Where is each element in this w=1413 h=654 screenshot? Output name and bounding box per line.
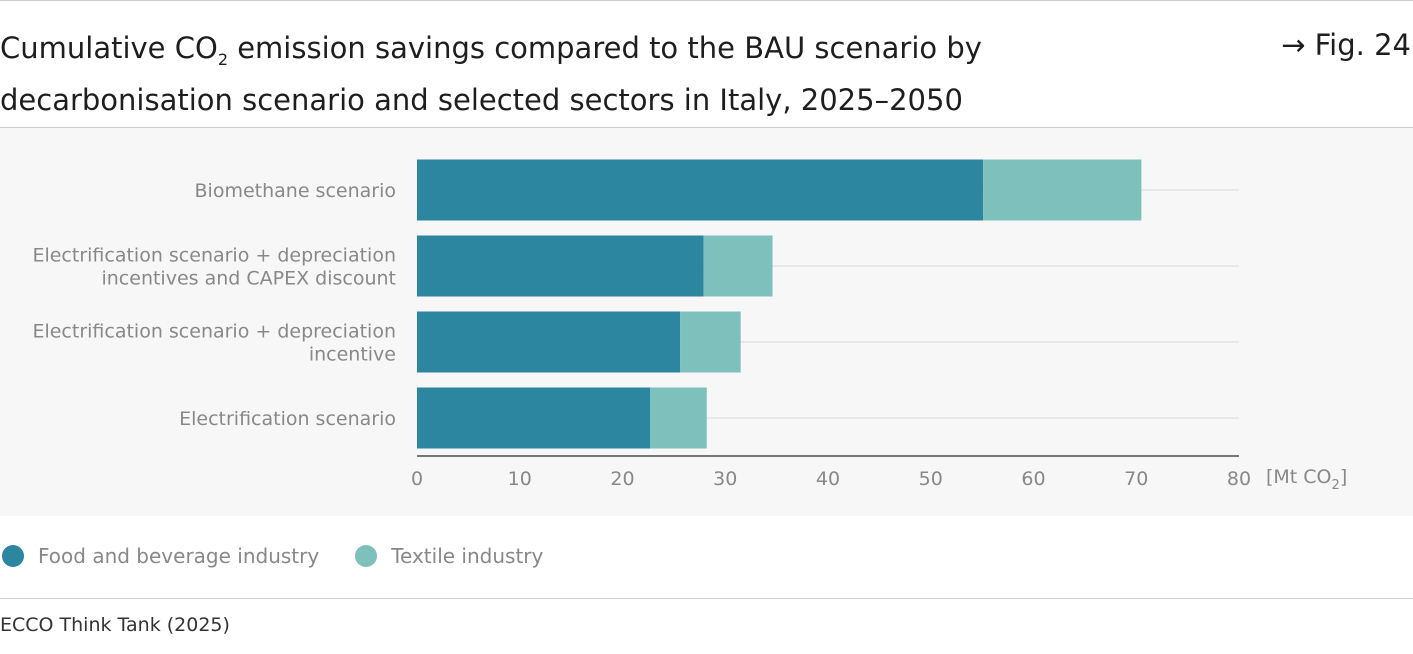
bar-food-1 [417, 235, 704, 297]
title-rule [0, 127, 1413, 128]
source-note: ECCO Think Tank (2025) [0, 614, 230, 636]
legend-item: Textile industry [355, 544, 543, 568]
bar-textile-3 [650, 387, 707, 449]
category-label-line: incentives and CAPEX discount [101, 268, 396, 290]
x-tick-label: 20 [610, 468, 634, 490]
source-rule [0, 598, 1413, 599]
bar-food-0 [417, 159, 984, 221]
x-unit-sub: 2 [1332, 478, 1340, 493]
figure-reference: → Fig. 24 [1281, 28, 1411, 62]
category-label-line: Biomethane scenario [195, 180, 396, 202]
bar-textile-2 [680, 311, 741, 373]
category-label: Electrification scenario [179, 408, 396, 430]
x-unit-post: ] [1340, 466, 1347, 488]
legend-swatch [2, 545, 24, 567]
bar-food-2 [417, 311, 681, 373]
bar-textile-0 [983, 159, 1142, 221]
legend-swatch [355, 545, 378, 567]
x-tick-label: 30 [713, 468, 737, 490]
bar-chart: Biomethane scenario Electrification scena… [32, 159, 1347, 493]
x-tick-label: 10 [508, 468, 532, 490]
legend-label: Food and beverage industry [38, 544, 320, 568]
category-label-line: Electrification scenario + depreciation [32, 321, 396, 343]
category-label-line: Electrification scenario [179, 408, 396, 430]
category-label: Electrification scenario + depreciation i… [32, 321, 396, 366]
x-tick-label: 40 [816, 468, 840, 490]
chart-title: Cumulative CO2 emission savings compared… [0, 31, 982, 117]
category-label-line: incentive [309, 344, 396, 366]
category-label: Electrification scenario + depreciation i… [32, 245, 396, 290]
legend-item: Food and beverage industry [2, 544, 319, 568]
bar-food-3 [417, 387, 651, 449]
x-tick-label: 70 [1124, 468, 1148, 490]
bar-textile-1 [703, 235, 773, 297]
chart-panel: Biomethane scenario Electrification scena… [0, 128, 1413, 516]
x-unit-pre: [Mt CO [1266, 466, 1332, 488]
category-label: Biomethane scenario [195, 180, 396, 202]
x-tick-label: 0 [411, 468, 423, 490]
top-rule [0, 0, 1413, 1]
legend-label: Textile industry [391, 544, 544, 568]
x-unit-label: [Mt CO2] [1266, 466, 1347, 493]
category-label-line: Electrification scenario + depreciation [32, 245, 396, 267]
x-tick-label: 60 [1021, 468, 1045, 490]
x-tick-label: 80 [1227, 468, 1251, 490]
x-tick-label: 50 [919, 468, 943, 490]
legend: Food and beverage industry Textile indust… [2, 544, 543, 568]
